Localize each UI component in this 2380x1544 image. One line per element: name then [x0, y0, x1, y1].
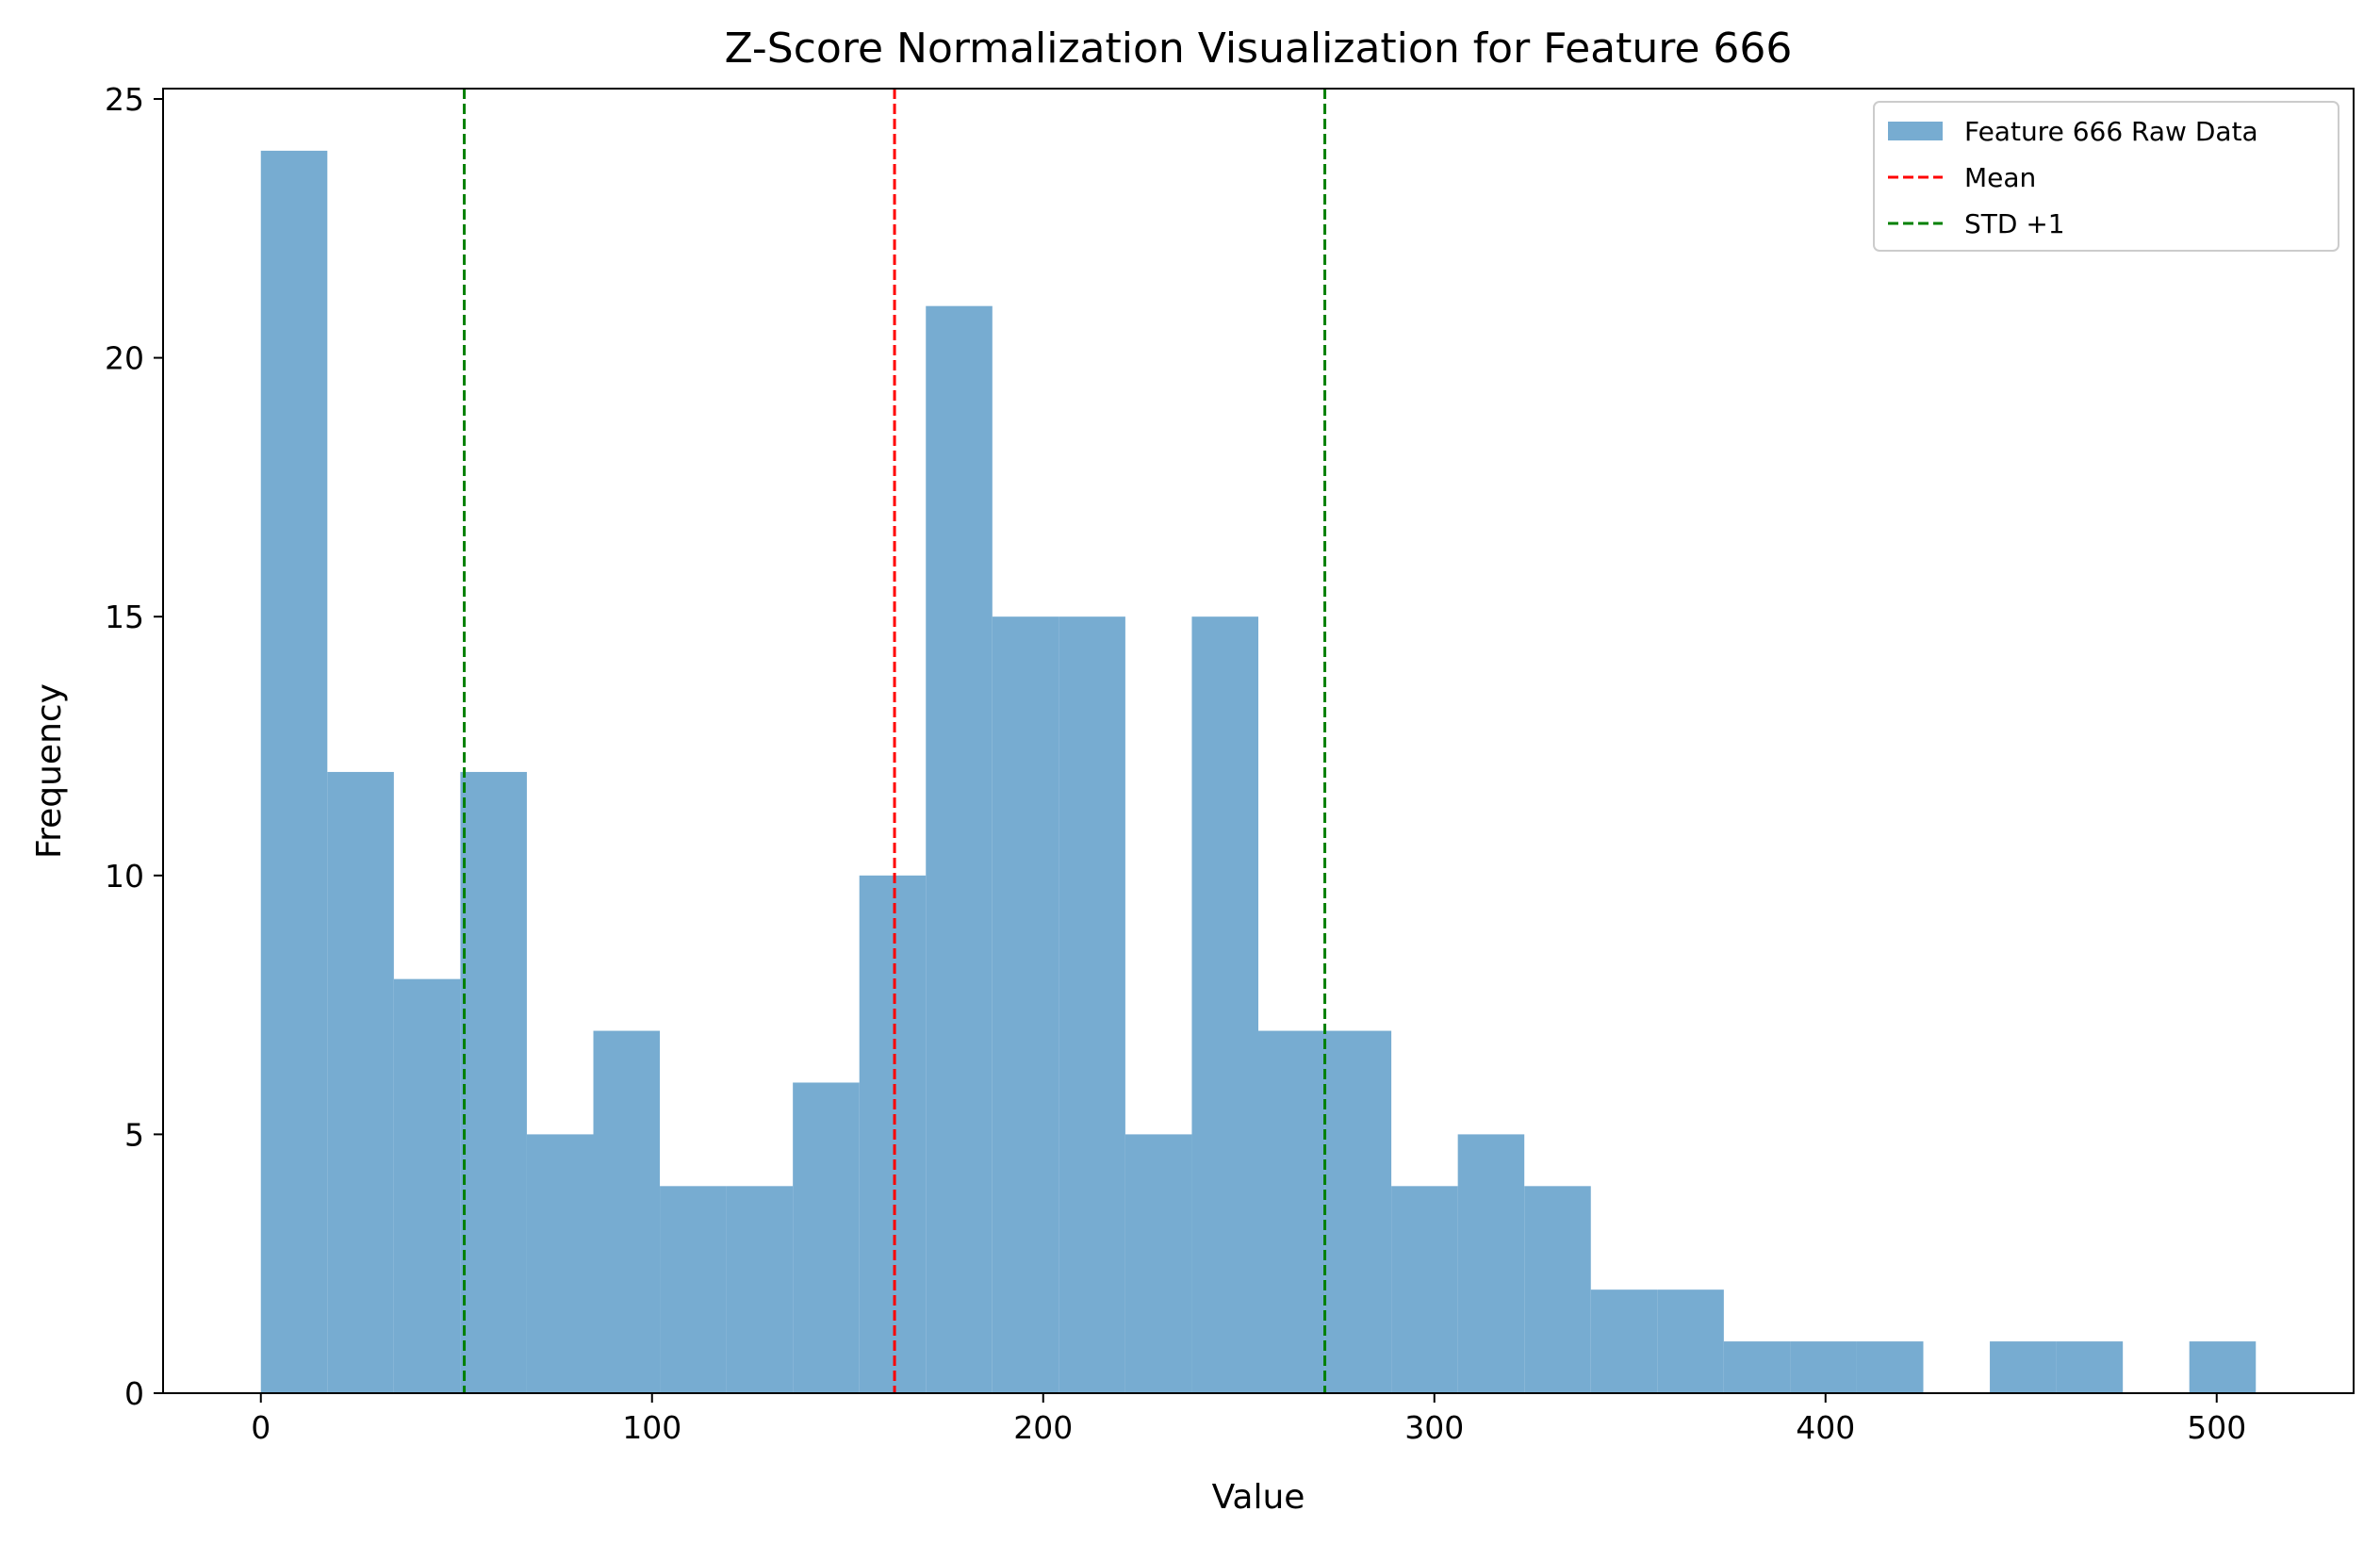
histogram-bar	[393, 978, 461, 1393]
histogram-bar	[793, 1082, 860, 1393]
histogram-bars	[260, 150, 2257, 1394]
x-tick-label: 200	[1013, 1409, 1073, 1446]
legend-label: Mean	[1964, 162, 2036, 193]
legend: Feature 666 Raw Data Mean STD +1	[1873, 101, 2339, 252]
histogram-bar	[2189, 1341, 2257, 1393]
histogram-bar	[1059, 616, 1125, 1393]
axes: 0 100 200 300 400 500 0 5 10 15 20 25	[105, 81, 2355, 1446]
histogram-bar	[1990, 1341, 2057, 1393]
histogram-bar	[1856, 1341, 1924, 1393]
histogram-bar	[1258, 1030, 1325, 1393]
x-tick-label: 500	[2187, 1409, 2246, 1446]
chart-title: Z-Score Normalization Visualization for …	[725, 25, 1793, 73]
histogram-bar	[1723, 1341, 1791, 1393]
legend-box	[1873, 101, 2339, 252]
histogram-bar	[660, 1186, 727, 1393]
histogram-bar	[1657, 1289, 1724, 1393]
legend-label: STD +1	[1964, 208, 2065, 239]
histogram-bar	[1524, 1186, 1591, 1393]
histogram-bar	[260, 150, 328, 1393]
histogram-bar	[1790, 1341, 1857, 1393]
histogram-bar	[1324, 1030, 1392, 1393]
x-axis-label: Value	[1212, 1478, 1305, 1517]
plot-frame	[162, 88, 2355, 1394]
legend-swatch	[1888, 122, 1943, 140]
histogram-bar	[593, 1030, 661, 1393]
y-tick-label: 5	[124, 1116, 144, 1153]
y-tick-label: 20	[105, 340, 144, 377]
histogram-bar	[859, 875, 927, 1393]
histogram-bar	[1391, 1186, 1458, 1393]
histogram-bar	[327, 771, 394, 1393]
histogram-bar	[1590, 1289, 1658, 1393]
reference-lines	[463, 89, 1327, 1393]
y-tick-label: 0	[124, 1375, 144, 1412]
histogram-bar	[992, 616, 1059, 1393]
x-tick-label: 400	[1796, 1409, 1855, 1446]
histogram-bar	[726, 1186, 794, 1393]
histogram-bar	[926, 305, 993, 1394]
histogram-bar	[1191, 616, 1258, 1393]
histogram-bar	[526, 1134, 594, 1393]
histogram-bar	[2056, 1341, 2124, 1393]
y-tick-label: 10	[105, 858, 144, 895]
histogram-bar	[1124, 1134, 1192, 1393]
x-tick-label: 100	[622, 1409, 681, 1446]
x-tick-label: 300	[1404, 1409, 1464, 1446]
histogram-bar	[460, 771, 527, 1393]
x-tick-label: 0	[251, 1409, 271, 1446]
histogram-bar	[1457, 1134, 1525, 1393]
y-axis-label: Frequency	[30, 683, 69, 859]
legend-label: Feature 666 Raw Data	[1964, 116, 2258, 147]
y-tick-label: 25	[105, 81, 144, 118]
y-tick-label: 15	[105, 599, 144, 635]
